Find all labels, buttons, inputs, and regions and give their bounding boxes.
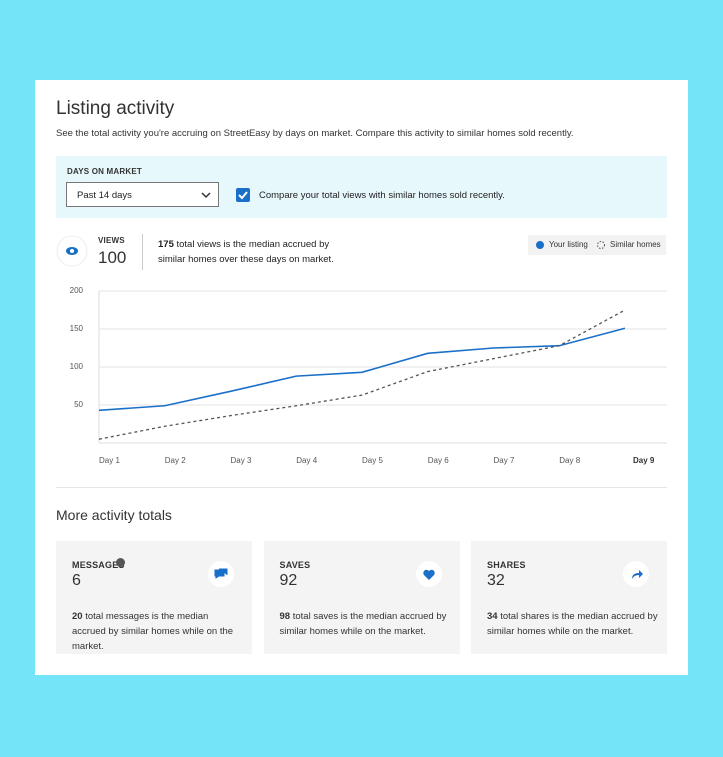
eye-icon: [56, 235, 88, 267]
x-tick-label: Day 9: [633, 456, 655, 465]
tile-desc: total saves is the median accrued by sim…: [279, 611, 447, 637]
x-tick-label: Day 1: [99, 456, 120, 465]
tile: MESSAGES 6 20 total messages is the median…: [56, 541, 252, 654]
tile: SAVES 92 98 total saves is the median accr…: [263, 541, 460, 654]
checkbox[interactable]: [236, 188, 250, 202]
tile-value: 6: [72, 572, 81, 589]
x-tick-label: Day 7: [494, 456, 515, 465]
chevron: [201, 192, 211, 199]
title: Listing activity: [56, 98, 175, 119]
legend-label: Similar homes: [610, 240, 661, 249]
series-line: [98, 309, 626, 440]
x-tick-label: Day 2: [165, 456, 186, 465]
series-line: [98, 327, 626, 412]
tile-desc: total shares is the median accrued by si…: [487, 611, 658, 637]
views-median: 175: [158, 239, 174, 250]
tile-label: SAVES: [279, 560, 311, 570]
tile-text: 98 total saves is the median accrued by …: [280, 609, 452, 639]
select-value: Past 14 days: [77, 190, 132, 201]
tile-icon: [208, 561, 234, 587]
subtitle: See the total activity you're accruing o…: [56, 128, 574, 139]
tile-icon: [623, 561, 649, 587]
legend-marker: [536, 241, 544, 249]
views-value: 100: [98, 248, 127, 267]
y-tick-label: 200: [70, 286, 84, 295]
tile: SHARES 32 34 total shares is the median ac…: [471, 541, 667, 654]
tile-text: 34 total shares is the median accrued by…: [487, 609, 659, 639]
tile-median: 34: [487, 611, 498, 622]
filter-label: DAYS ON MARKET: [67, 167, 142, 176]
tile-desc: total messages is the median accrued by …: [72, 611, 234, 652]
legend: [528, 235, 666, 255]
x-tick-label: Day 8: [559, 456, 580, 465]
tile-label: SHARES: [487, 560, 526, 570]
tile-median: 98: [279, 611, 291, 622]
views-text: 175 total views is the median accrued by…: [158, 237, 338, 267]
legend-label: Your listing: [549, 240, 588, 249]
x-tick-label: Day 4: [296, 456, 317, 465]
views-desc: total views is the median accrued by sim…: [158, 239, 334, 265]
checkbox-label: Compare your total views with similar ho…: [259, 190, 505, 201]
section-title: More activity totals: [56, 507, 172, 523]
tile-icon: [415, 561, 442, 587]
tile-label: MESSAGES: [72, 560, 125, 570]
views-label: VIEWS: [98, 236, 125, 245]
tile-median: 20: [72, 611, 83, 622]
info-icon: [116, 558, 125, 567]
tile-value: 32: [487, 572, 505, 589]
select[interactable]: Past 14 days: [66, 182, 219, 207]
legend-marker: [597, 241, 605, 249]
divider: [142, 234, 143, 270]
tile-text: 20 total messages is the median accrued …: [72, 609, 244, 654]
y-tick-label: 150: [70, 324, 84, 333]
x-tick-label: Day 3: [231, 456, 252, 465]
x-tick-label: Day 5: [362, 456, 383, 465]
tile-value: 92: [279, 572, 298, 589]
y-tick-label: 50: [74, 400, 83, 409]
separator: [56, 487, 667, 488]
x-tick-label: Day 6: [428, 456, 449, 465]
y-tick-label: 100: [70, 362, 84, 371]
